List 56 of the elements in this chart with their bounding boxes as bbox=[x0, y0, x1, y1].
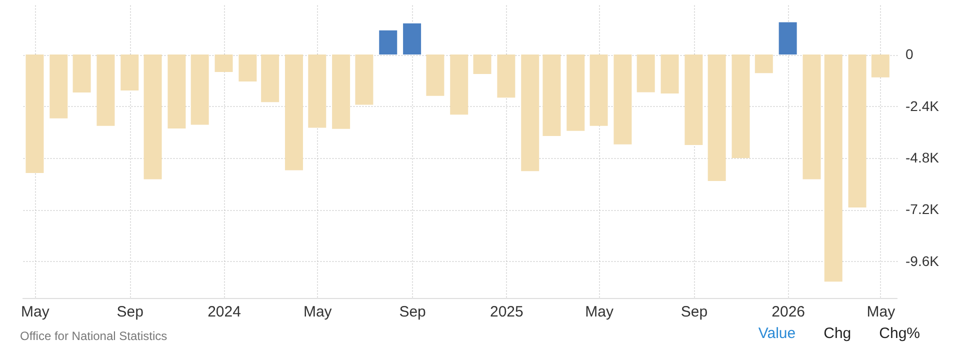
y-tick-label: -2.4K bbox=[906, 98, 940, 114]
x-tick-label: May bbox=[303, 304, 332, 320]
bar bbox=[355, 54, 374, 105]
bar bbox=[521, 54, 540, 172]
bar bbox=[72, 54, 91, 92]
bar bbox=[144, 54, 162, 180]
bar bbox=[542, 54, 561, 136]
bar bbox=[566, 54, 585, 131]
x-tick-label: Sep bbox=[399, 304, 426, 320]
bar bbox=[96, 54, 115, 126]
bar bbox=[50, 54, 68, 118]
bar bbox=[238, 54, 257, 82]
bar bbox=[473, 54, 492, 74]
y-tick-label: -9.6K bbox=[906, 252, 940, 269]
x-tick-label: Sep bbox=[116, 304, 144, 320]
x-tick-label: 2026 bbox=[772, 304, 806, 320]
bar bbox=[403, 23, 422, 55]
x-tick-label: May bbox=[585, 304, 614, 320]
bar bbox=[660, 54, 679, 94]
bar bbox=[848, 54, 866, 208]
x-tick-label: May bbox=[21, 304, 50, 320]
bar bbox=[614, 54, 632, 144]
y-tick-label: 0 bbox=[906, 46, 914, 62]
x-tick-label: 2024 bbox=[208, 304, 241, 320]
bar bbox=[284, 54, 303, 170]
bar bbox=[308, 54, 326, 128]
bar bbox=[871, 54, 890, 78]
bar bbox=[214, 54, 233, 72]
bar bbox=[497, 54, 516, 98]
text: Office for National Statistics bbox=[20, 329, 168, 343]
y-tick-label: -4.8K bbox=[906, 149, 940, 166]
bar bbox=[168, 54, 186, 128]
bar bbox=[332, 54, 350, 129]
y-tick-label: -7.2K bbox=[906, 201, 940, 218]
bar bbox=[708, 54, 726, 182]
text: Chg bbox=[824, 325, 852, 342]
bar bbox=[636, 54, 655, 92]
bar bbox=[426, 54, 444, 96]
bar bbox=[824, 54, 842, 282]
x-tick-label: May bbox=[866, 304, 896, 320]
x-tick-label: 2025 bbox=[490, 304, 524, 320]
bar bbox=[450, 54, 468, 115]
bar bbox=[379, 30, 398, 55]
bar bbox=[190, 54, 209, 125]
bar bbox=[778, 22, 797, 55]
bar bbox=[684, 54, 703, 146]
bar bbox=[590, 54, 608, 126]
bar bbox=[261, 54, 280, 102]
bar bbox=[120, 54, 139, 91]
x-tick-label: Sep bbox=[680, 304, 708, 320]
text: Chg% bbox=[879, 325, 920, 342]
text: Value bbox=[758, 325, 796, 342]
bar bbox=[754, 54, 773, 74]
bar bbox=[732, 54, 750, 158]
bar bbox=[802, 54, 821, 180]
bar bbox=[26, 54, 44, 174]
